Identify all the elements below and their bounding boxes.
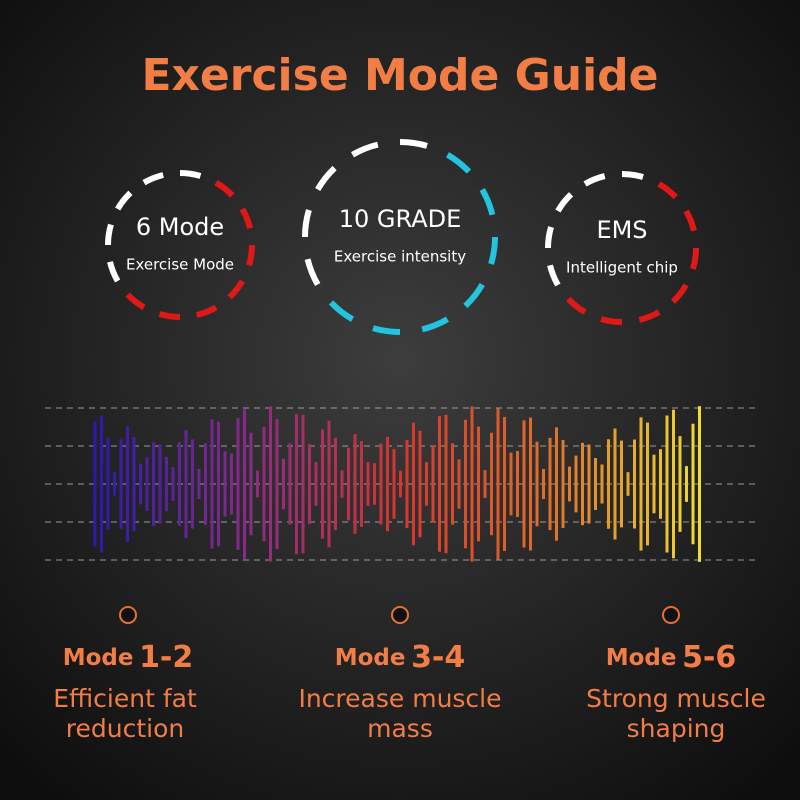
mode-prefix: Mode: [335, 645, 406, 671]
badge-dash: [399, 139, 428, 149]
badge-sub: Intelligent chip: [566, 259, 678, 277]
badge-dash: [545, 226, 554, 249]
badge-main: 10 GRADE: [339, 205, 462, 233]
title: Exercise Mode Guide: [141, 50, 658, 101]
badge-dash: [445, 152, 472, 174]
badge-dash: [304, 258, 321, 286]
timeline-dot: [662, 606, 680, 624]
mode-prefix: Mode: [63, 645, 134, 671]
badge-sub: Exercise Mode: [126, 256, 234, 274]
timeline-dot: [391, 606, 409, 624]
badge: 6 Mode Exercise Mode: [105, 170, 255, 320]
badge-dash: [555, 192, 574, 213]
badge-dash: [488, 236, 498, 265]
badge-dash: [142, 172, 164, 186]
badge-dash: [214, 180, 235, 198]
mode-number: 5-6: [682, 640, 736, 675]
badge-dash: [246, 244, 255, 267]
mode-prefix: Mode: [606, 645, 677, 671]
badge-dash: [158, 311, 181, 320]
mode-desc: Efficient fat: [53, 684, 197, 713]
mode-number: 1-2: [139, 640, 193, 675]
badge-dash: [115, 190, 133, 211]
badge-dash: [547, 264, 561, 287]
badge-dash: [621, 171, 644, 180]
waveform: [45, 406, 755, 562]
badge-dash: [351, 141, 379, 158]
badge-dash: [638, 309, 661, 323]
badge-dash: [179, 170, 202, 179]
badge-dash: [421, 316, 449, 333]
badge-dash: [583, 173, 606, 187]
badge-dash: [372, 325, 401, 335]
badge-dash: [600, 316, 623, 325]
mode-desc: mass: [367, 714, 433, 743]
mode-number: 3-4: [411, 640, 465, 675]
badge-dash: [690, 247, 699, 270]
mode-desc: Increase muscle: [298, 684, 501, 713]
badge-dash: [566, 296, 587, 315]
badge: EMS Intelligent chip: [545, 171, 699, 325]
badge-dash: [125, 292, 146, 310]
badge-dash: [683, 209, 697, 232]
badge-dash: [227, 279, 245, 300]
mode-desc: shaping: [627, 714, 726, 743]
badge-main: 6 Mode: [136, 213, 224, 241]
badges: 6 Mode Exercise Mode 10 GRADE Exercise inte…: [105, 139, 699, 335]
mode-desc: Strong muscle: [586, 684, 766, 713]
mode-label: Mode 5-6: [606, 640, 737, 675]
badge-dash: [463, 282, 485, 309]
badge-main: EMS: [596, 216, 647, 244]
badge-sub: Exercise intensity: [334, 248, 466, 266]
badge-dash: [479, 188, 496, 216]
mode-label: Mode 1-2: [63, 640, 194, 675]
badge-dash: [670, 283, 689, 304]
badge-dash: [315, 165, 337, 192]
badge-dash: [196, 304, 218, 318]
badge-dash: [105, 223, 114, 246]
badge-dash: [302, 209, 312, 238]
timeline-dot: [119, 606, 137, 624]
badge: 10 GRADE Exercise intensity: [302, 139, 498, 335]
badge-dash: [239, 207, 253, 229]
badge-dash: [107, 261, 121, 283]
mode-label: Mode 3-4: [335, 640, 466, 675]
badge-dash: [657, 181, 678, 200]
badge-dash: [328, 300, 355, 322]
mode-desc: reduction: [66, 714, 184, 743]
